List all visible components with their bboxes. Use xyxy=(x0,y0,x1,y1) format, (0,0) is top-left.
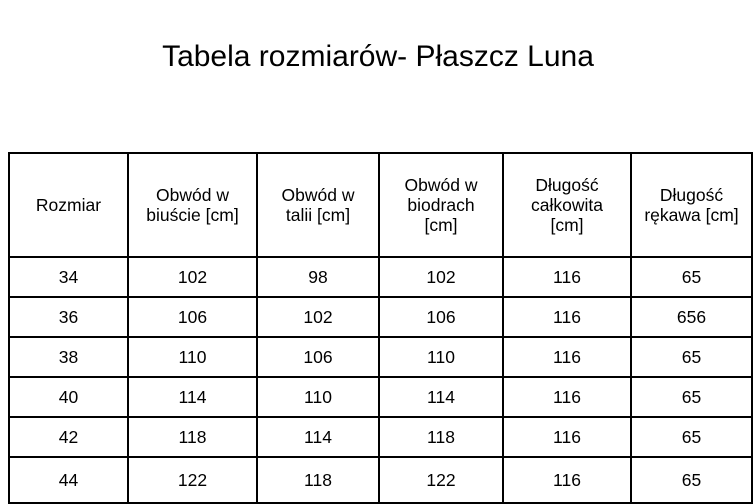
table-cell: 114 xyxy=(127,376,258,418)
table-cell: 106 xyxy=(256,336,380,378)
table-cell: 116 xyxy=(502,256,632,298)
col-header-rozmiar: Rozmiar xyxy=(8,152,129,258)
table-cell: 116 xyxy=(502,376,632,418)
table-cell: 106 xyxy=(378,296,504,338)
table-cell: 40 xyxy=(8,376,129,418)
table-cell: 110 xyxy=(127,336,258,378)
table-cell: 116 xyxy=(502,296,632,338)
table-cell: 116 xyxy=(502,336,632,378)
table-cell: 65 xyxy=(630,456,753,504)
table-cell: 114 xyxy=(378,376,504,418)
col-header-obwod-talii: Obwód w talii [cm] xyxy=(256,152,380,258)
table-cell: 106 xyxy=(127,296,258,338)
table-row-size-38: 38 110 106 110 116 65 xyxy=(8,336,753,378)
table-cell: 122 xyxy=(378,456,504,504)
table-cell: 65 xyxy=(630,416,753,458)
table-cell: 110 xyxy=(256,376,380,418)
table-cell: 44 xyxy=(8,456,129,504)
page-title: Tabela rozmiarów- Płaszcz Luna xyxy=(162,40,594,73)
table-cell: 114 xyxy=(256,416,380,458)
table-cell: 118 xyxy=(378,416,504,458)
table-cell: 122 xyxy=(127,456,258,504)
col-header-obwod-biuscie: Obwód w biuście [cm] xyxy=(127,152,258,258)
table-cell: 65 xyxy=(630,256,753,298)
table-header-row: Rozmiar Obwód w biuście [cm] Obwód w tal… xyxy=(8,152,753,258)
table-cell: 38 xyxy=(8,336,129,378)
table-cell: 118 xyxy=(256,456,380,504)
col-header-obwod-biodrach: Obwód w biodrach [cm] xyxy=(378,152,504,258)
table-row-size-34: 34 102 98 102 116 65 xyxy=(8,256,753,298)
table-row-size-40: 40 114 110 114 116 65 xyxy=(8,376,753,418)
table-row-size-42: 42 118 114 118 116 65 xyxy=(8,416,753,458)
table-cell: 102 xyxy=(378,256,504,298)
table-cell: 36 xyxy=(8,296,129,338)
table-cell: 102 xyxy=(256,296,380,338)
table-cell: 65 xyxy=(630,336,753,378)
size-table: Rozmiar Obwód w biuście [cm] Obwód w tal… xyxy=(8,152,753,504)
table-cell: 98 xyxy=(256,256,380,298)
table-cell: 656 xyxy=(630,296,753,338)
table-cell: 42 xyxy=(8,416,129,458)
table-cell: 65 xyxy=(630,376,753,418)
table-cell: 34 xyxy=(8,256,129,298)
col-header-dlugosc-rekawa: Długość rękawa [cm] xyxy=(630,152,753,258)
table-cell: 102 xyxy=(127,256,258,298)
table-cell: 116 xyxy=(502,416,632,458)
table-cell: 110 xyxy=(378,336,504,378)
table-row-size-44: 44 122 118 122 116 65 xyxy=(8,456,753,504)
table-cell: 118 xyxy=(127,416,258,458)
table-cell: 116 xyxy=(502,456,632,504)
col-header-dlugosc-calkowita: Długość całkowita [cm] xyxy=(502,152,632,258)
table-row-size-36: 36 106 102 106 116 656 xyxy=(8,296,753,338)
